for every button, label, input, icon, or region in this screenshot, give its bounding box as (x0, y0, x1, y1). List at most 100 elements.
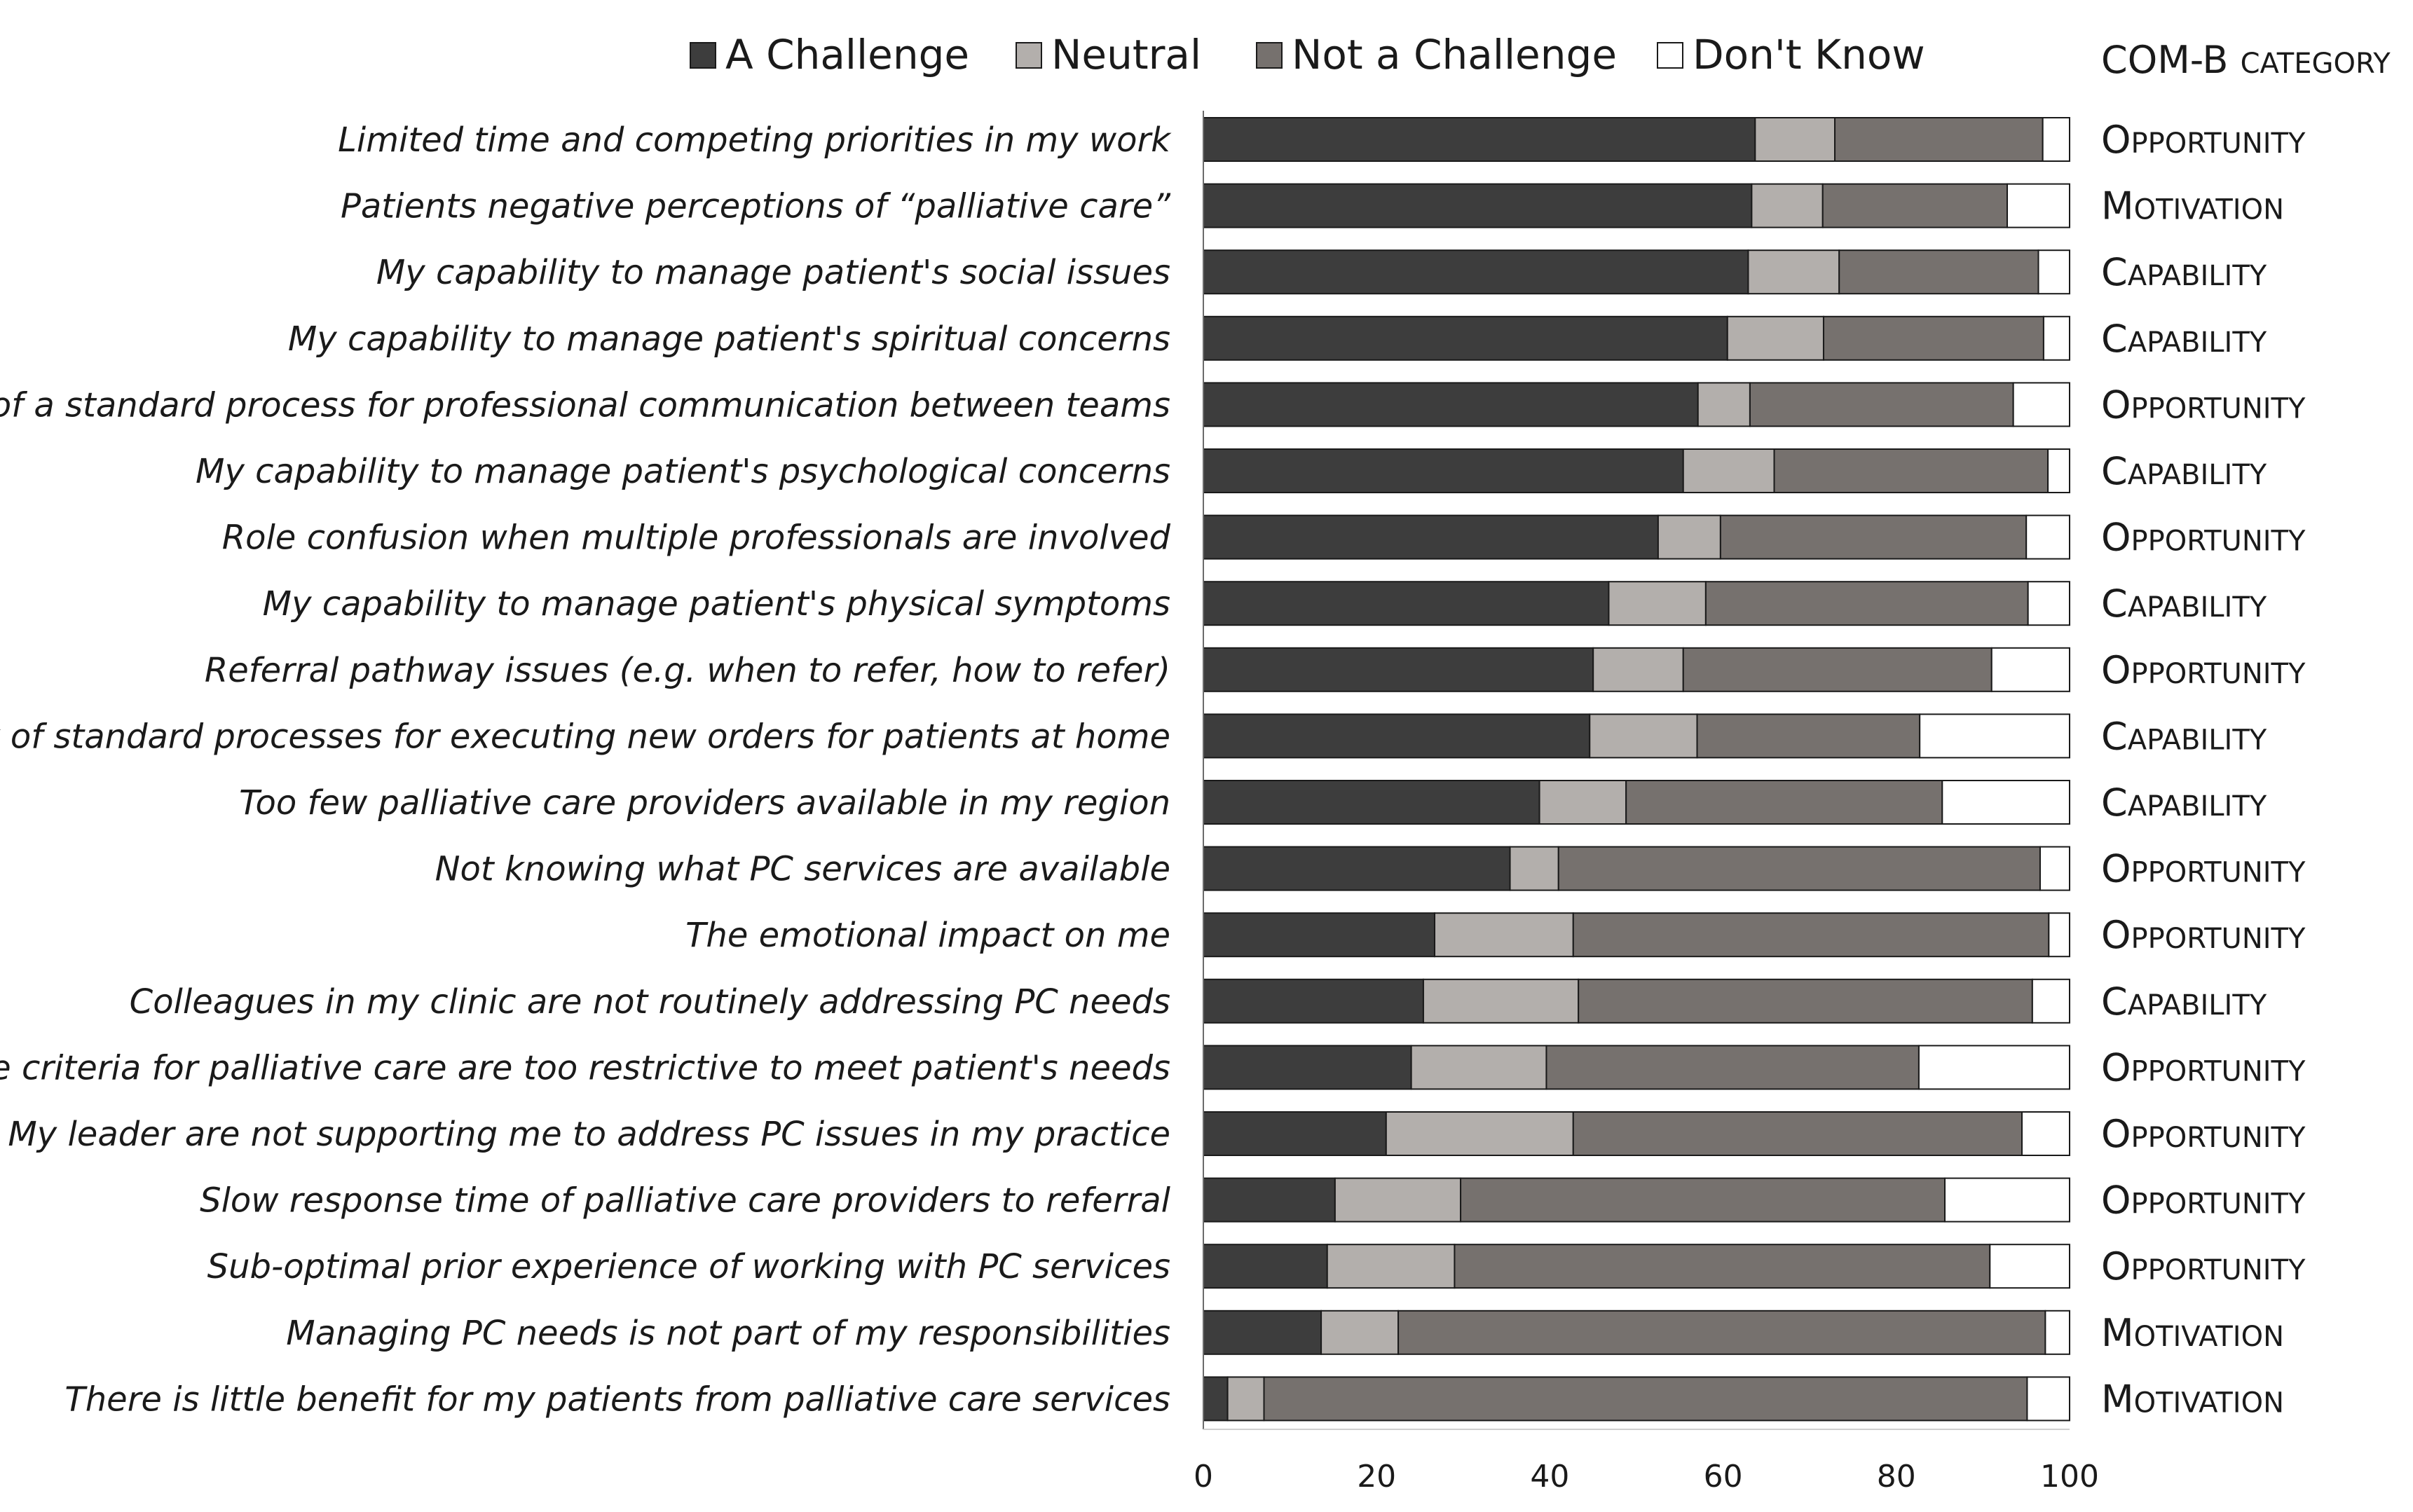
bar-segment-not-a-challenge (1838, 249, 2039, 295)
legend-swatch-a-challenge (690, 42, 716, 69)
category-label: Colleagues in my clinic are not routinel… (130, 982, 1170, 1022)
bar-segment-a-challenge (1203, 117, 1756, 162)
com-b-label: OPPORTUNITY (2101, 648, 2306, 692)
bar-segment-neutral (1320, 1310, 1400, 1355)
category-label: Slow response time of palliative care pr… (200, 1181, 1171, 1221)
x-tick-label: 100 (2040, 1459, 2099, 1494)
bar-segment-don-t-know (1918, 1045, 2071, 1090)
category-label: The emotional impact on me (685, 916, 1170, 955)
x-axis: 0 20 40 60 80 100 (1194, 111, 2099, 1494)
bar-segment-not-a-challenge (1773, 448, 2049, 493)
com-b-label: OPPORTUNITY (2101, 516, 2306, 560)
com-b-label: OPPORTUNITY (2101, 913, 2306, 957)
bar-segment-a-challenge (1203, 780, 1540, 825)
bar-segment-neutral (1697, 382, 1751, 427)
bar-segment-don-t-know (2026, 1376, 2071, 1422)
bar-segment-not-a-challenge (1572, 912, 2050, 958)
legend-swatch-neutral (1016, 42, 1042, 69)
bar-segment-a-challenge (1203, 713, 1591, 759)
category-label: Sub-optimal prior experience of working … (207, 1247, 1170, 1286)
bar-segment-don-t-know (2007, 183, 2071, 228)
bars (1203, 117, 2071, 1422)
bar-segment-neutral (1538, 780, 1627, 825)
bar-segment-don-t-know (2044, 1310, 2071, 1355)
bar-segment-a-challenge (1203, 514, 1659, 560)
legend-label-a-challenge: A Challenge (725, 31, 969, 78)
com-b-label: MOTIVATION (2101, 1377, 2284, 1421)
bar-segment-neutral (1754, 117, 1836, 162)
bar-segment-neutral (1592, 647, 1684, 692)
bar-segment-not-a-challenge (1704, 581, 2029, 626)
bar-segment-a-challenge (1203, 1310, 1322, 1355)
bar-segment-don-t-know (2037, 249, 2070, 295)
com-b-label: OPPORTUNITY (2101, 1045, 2306, 1090)
com-b-label: CAPABILITY (2101, 980, 2267, 1024)
category-label: Too few palliative care providers availa… (239, 783, 1170, 823)
bar-segment-neutral (1334, 1177, 1462, 1223)
bar-segment-don-t-know (2021, 1111, 2071, 1156)
bar-segment-not-a-challenge (1822, 315, 2044, 361)
legend-label-don-t-know: Don't Know (1693, 31, 1925, 78)
category-label: My capability to manage patient's spirit… (288, 319, 1170, 359)
bar-segment-don-t-know (1990, 647, 2071, 692)
com-b-labels: OPPORTUNITY MOTIVATION CAPABILITY CAPABILIT… (2101, 118, 2306, 1421)
com-b-label: MOTIVATION (2101, 184, 2284, 228)
legend-swatch-not-a-challenge (1256, 42, 1283, 69)
bar-segment-don-t-know (2042, 315, 2070, 361)
bar-segment-not-a-challenge (1696, 713, 1921, 759)
bar-segment-neutral (1682, 448, 1775, 493)
bar-segment-don-t-know (2047, 448, 2071, 493)
bar-segment-not-a-challenge (1821, 183, 2009, 228)
com-b-label: OPPORTUNITY (2101, 1178, 2306, 1223)
bar-segment-a-challenge (1203, 249, 1749, 295)
bar-segment-don-t-know (1944, 1177, 2071, 1223)
category-label: Role confusion when multiple professiona… (222, 518, 1171, 558)
com-b-label: OPPORTUNITY (2101, 1112, 2306, 1156)
bar-segment-not-a-challenge (1572, 1111, 2023, 1156)
bar-segment-neutral (1751, 183, 1824, 228)
com-b-label: OPPORTUNITY (2101, 847, 2306, 891)
x-tick-label: 0 (1194, 1459, 1213, 1494)
bar-segment-not-a-challenge (1625, 780, 1943, 825)
bar-segment-a-challenge (1203, 647, 1594, 692)
bar-segment-a-challenge (1203, 448, 1684, 493)
bar-segment-neutral (1747, 249, 1840, 295)
bar-segment-don-t-know (2025, 514, 2070, 560)
bar-segment-not-a-challenge (1454, 1244, 1991, 1289)
bar-segment-don-t-know (2042, 117, 2071, 162)
com-b-label: CAPABILITY (2101, 781, 2267, 825)
bar-segment-neutral (1326, 1244, 1456, 1289)
bar-segment-neutral (1434, 912, 1574, 958)
category-label: My capability to manage patient's psycho… (196, 452, 1170, 491)
x-tick-label: 20 (1357, 1459, 1396, 1494)
bar-segment-a-challenge (1203, 912, 1436, 958)
bar-segment-not-a-challenge (1578, 978, 2033, 1024)
com-b-label: OPPORTUNITY (2101, 1244, 2306, 1288)
x-tick-label: 80 (1877, 1459, 1916, 1494)
x-tick-label: 40 (1530, 1459, 1569, 1494)
com-b-header-rest: CATEGORY (2241, 48, 2391, 80)
legend-label-neutral: Neutral (1051, 31, 1201, 78)
bar-segment-neutral (1726, 315, 1824, 361)
bar-segment-don-t-know (2031, 978, 2071, 1024)
bar-segment-don-t-know (2039, 846, 2071, 891)
bar-segment-neutral (1226, 1376, 1265, 1422)
legend: A Challenge Neutral Not a Challenge Don't K… (690, 31, 1925, 78)
bar-segment-not-a-challenge (1834, 117, 2044, 162)
bar-segment-not-a-challenge (1557, 846, 2041, 891)
category-label: Lack of standard processes for executing… (0, 717, 1170, 756)
bar-segment-neutral (1410, 1045, 1547, 1090)
category-label: Referral pathway issues (e.g. when to re… (205, 651, 1170, 690)
bar-segment-don-t-know (1919, 713, 2071, 759)
legend-label-not-a-challenge: Not a Challenge (1292, 31, 1617, 78)
com-b-label: OPPORTUNITY (2101, 383, 2306, 427)
bar-segment-a-challenge (1203, 1045, 1412, 1090)
com-b-label: MOTIVATION (2101, 1311, 2284, 1355)
bar-segment-a-challenge (1203, 1244, 1328, 1289)
category-label: Managing PC needs is not part of my resp… (286, 1314, 1170, 1353)
bar-segment-neutral (1385, 1111, 1574, 1156)
bar-segment-not-a-challenge (1682, 647, 1992, 692)
com-b-label: CAPABILITY (2101, 582, 2267, 626)
category-label: Not knowing what PC services are availab… (435, 850, 1170, 889)
